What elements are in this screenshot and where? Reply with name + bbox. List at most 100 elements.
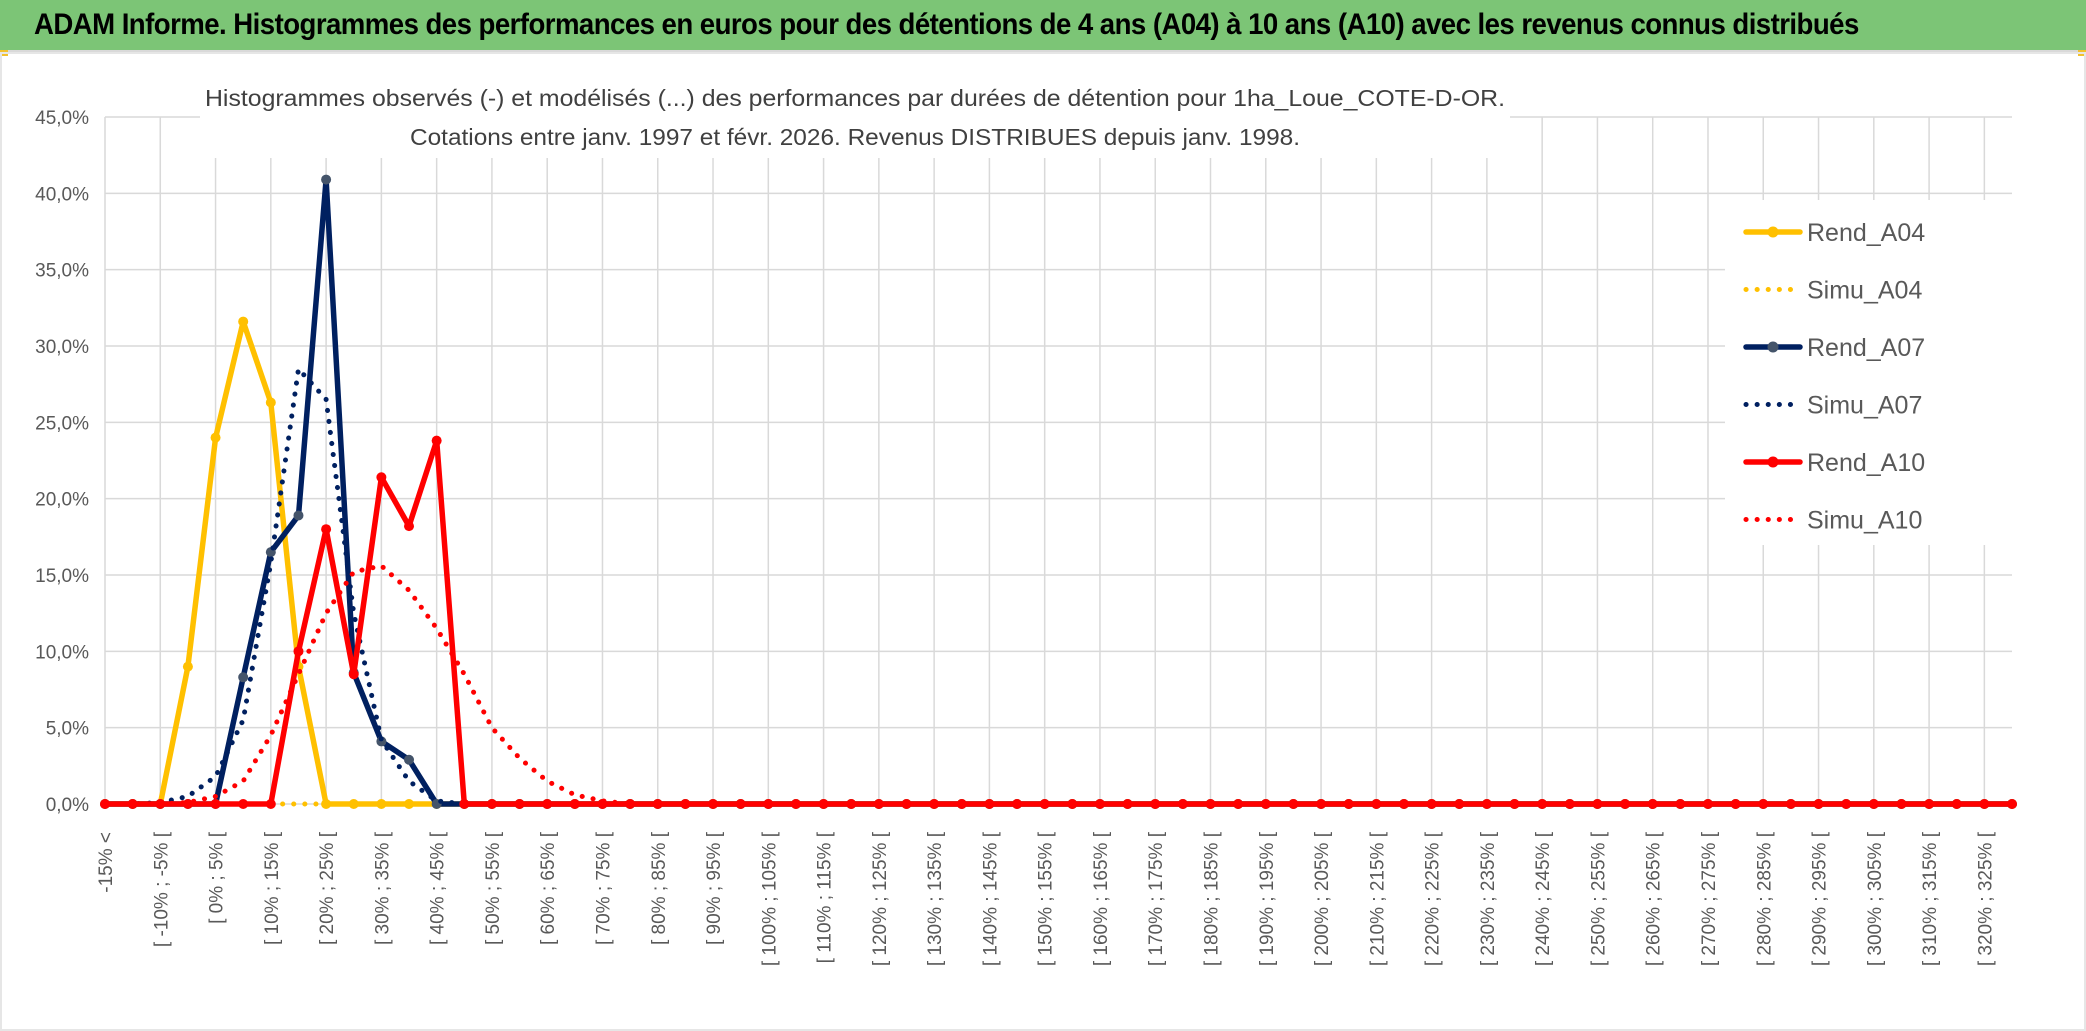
x-tick-label: [ 40% ; 45% [ <box>428 831 449 945</box>
data-point-rend-a10 <box>1702 799 1713 809</box>
data-point-rend-a10 <box>929 799 940 809</box>
data-point-rend-a10 <box>238 799 249 809</box>
x-tick-label: [ 120% ; 125% [ <box>870 831 891 966</box>
x-tick-label: [ 320% ; 325% [ <box>1975 831 1996 966</box>
data-point-rend-a10 <box>1924 799 1935 809</box>
x-tick-label: [ 110% ; 115% [ <box>815 831 836 963</box>
data-point-rend-a10 <box>1260 799 1271 809</box>
x-tick-label: [ 0% ; 5% [ <box>207 831 228 924</box>
data-point-rend-a10 <box>1150 799 1161 809</box>
y-tick-label: 5,0% <box>46 719 89 740</box>
data-point-rend-a04 <box>348 799 359 809</box>
y-tick-label: 15,0% <box>35 566 89 587</box>
x-tick-label: [ 30% ; 35% [ <box>372 831 393 945</box>
x-tick-label: [ 240% ; 245% [ <box>1533 831 1554 966</box>
x-tick-label: [ 260% ; 265% [ <box>1644 831 1665 966</box>
data-point-rend-a10 <box>542 799 553 809</box>
x-tick-label: [ 130% ; 135% [ <box>925 831 946 966</box>
x-tick-label: [ -10% ; -5% [ <box>151 831 172 947</box>
data-point-rend-a10 <box>735 799 746 809</box>
data-point-rend-a10 <box>1094 799 1105 809</box>
axes: 0,0% 5,0% 10,0% 15,0% 20,0% 25,0% 30,0% 35,0% 40… <box>35 108 1996 966</box>
x-tick-label: [ 60% ; 65% [ <box>538 831 559 945</box>
data-point-rend-a07 <box>404 754 415 765</box>
x-tick-label: [ 290% ; 295% [ <box>1810 831 1831 966</box>
x-tick-label: [ 280% ; 285% [ <box>1754 831 1775 966</box>
data-point-rend-a10 <box>2007 799 2017 809</box>
data-point-rend-a10 <box>210 799 221 809</box>
series <box>100 174 2017 809</box>
x-tick-label: [ 170% ; 175% [ <box>1146 831 1167 966</box>
data-point-rend-a10 <box>1647 799 1658 809</box>
y-tick-label: 10,0% <box>35 642 89 663</box>
data-point-rend-a07 <box>293 510 304 521</box>
data-point-rend-a04 <box>238 316 249 327</box>
data-point-rend-a10 <box>514 799 525 809</box>
x-tick-label: [ 300% ; 305% [ <box>1865 831 1886 966</box>
x-tick-label: [ 270% ; 275% [ <box>1699 831 1720 966</box>
data-point-rend-a04 <box>210 432 221 443</box>
data-point-rend-a04 <box>265 397 276 408</box>
x-tick-label: [ 100% ; 105% [ <box>759 831 780 966</box>
y-tick-label: 40,0% <box>35 184 89 205</box>
data-point-rend-a10 <box>1868 799 1879 809</box>
x-tick-label: [ 200% ; 205% [ <box>1312 831 1333 966</box>
data-point-rend-a10 <box>846 799 857 809</box>
data-point-rend-a10 <box>680 799 691 809</box>
data-point-rend-a07 <box>238 672 249 683</box>
data-point-rend-a10 <box>431 435 442 446</box>
legend-label-rend-a10: Rend_A10 <box>1807 449 1925 477</box>
x-tick-label: [ 10% ; 15% [ <box>262 831 283 945</box>
y-tick-label: 45,0% <box>35 108 89 129</box>
data-point-rend-a10 <box>348 669 359 680</box>
x-tick-label: [ 50% ; 55% [ <box>483 831 504 945</box>
data-point-rend-a10 <box>1813 799 1824 809</box>
data-point-rend-a10 <box>1537 799 1548 809</box>
x-tick-label: [ 250% ; 255% [ <box>1588 831 1609 966</box>
x-tick-label: [ 160% ; 165% [ <box>1091 831 1112 966</box>
x-tick-label: [ 150% ; 155% [ <box>1036 831 1057 966</box>
data-point-rend-a10 <box>901 799 912 809</box>
x-tick-label: [ 190% ; 195% [ <box>1257 831 1278 966</box>
legend-label-simu-a04: Simu_A04 <box>1807 277 1922 305</box>
legend-label-simu-a07: Simu_A07 <box>1807 392 1922 420</box>
data-point-rend-a04 <box>404 799 415 809</box>
data-point-rend-a10 <box>293 646 304 657</box>
y-tick-label: 0,0% <box>46 795 89 816</box>
data-point-rend-a10 <box>1426 799 1437 809</box>
data-point-rend-a10 <box>182 799 193 809</box>
data-point-rend-a07 <box>321 174 332 185</box>
report-title: ADAM Informe. Histogrammes des performan… <box>34 8 1859 41</box>
data-point-rend-a10 <box>1039 799 1050 809</box>
data-point-rend-a10 <box>625 799 636 809</box>
data-point-rend-a10 <box>1979 799 1990 809</box>
x-tick-label: [ 230% ; 235% [ <box>1478 831 1499 966</box>
chart-title: Histogrammes observés (-) et modélisés (… <box>205 85 1505 111</box>
y-tick-label: 30,0% <box>35 337 89 358</box>
x-tick-label: [ 310% ; 315% [ <box>1920 831 1941 966</box>
legend-label-rend-a04: Rend_A04 <box>1807 219 1925 247</box>
data-point-rend-a10 <box>404 521 415 532</box>
data-point-rend-a10 <box>321 524 332 535</box>
legend-label-simu-a10: Simu_A10 <box>1807 507 1922 535</box>
legend: Rend_A04 Simu_A04 Rend_A07 Simu_A07 Rend_A10… <box>1725 200 2015 545</box>
data-point-rend-a10 <box>569 799 580 809</box>
x-tick-label: [ 220% ; 225% [ <box>1423 831 1444 966</box>
legend-marker-rend-a10 <box>1767 456 1779 468</box>
data-point-rend-a10 <box>1592 799 1603 809</box>
legend-marker-rend-a07 <box>1767 341 1779 353</box>
x-tick-label: [ 70% ; 75% [ <box>593 831 614 945</box>
data-point-rend-a10 <box>1371 799 1382 809</box>
data-point-rend-a10 <box>1481 799 1492 809</box>
data-point-rend-a10 <box>1012 799 1023 809</box>
data-point-rend-a10 <box>265 799 276 809</box>
legend-marker-rend-a04 <box>1767 226 1779 238</box>
x-tick-label: [ 90% ; 95% [ <box>704 831 725 945</box>
y-tick-label: 25,0% <box>35 413 89 434</box>
data-point-rend-a10 <box>459 799 470 809</box>
series-line-simu-a10 <box>102 563 2015 807</box>
legend-label-rend-a07: Rend_A07 <box>1807 334 1925 362</box>
y-tick-label: 35,0% <box>35 261 89 282</box>
x-tick-label: [ 80% ; 85% [ <box>649 831 670 945</box>
